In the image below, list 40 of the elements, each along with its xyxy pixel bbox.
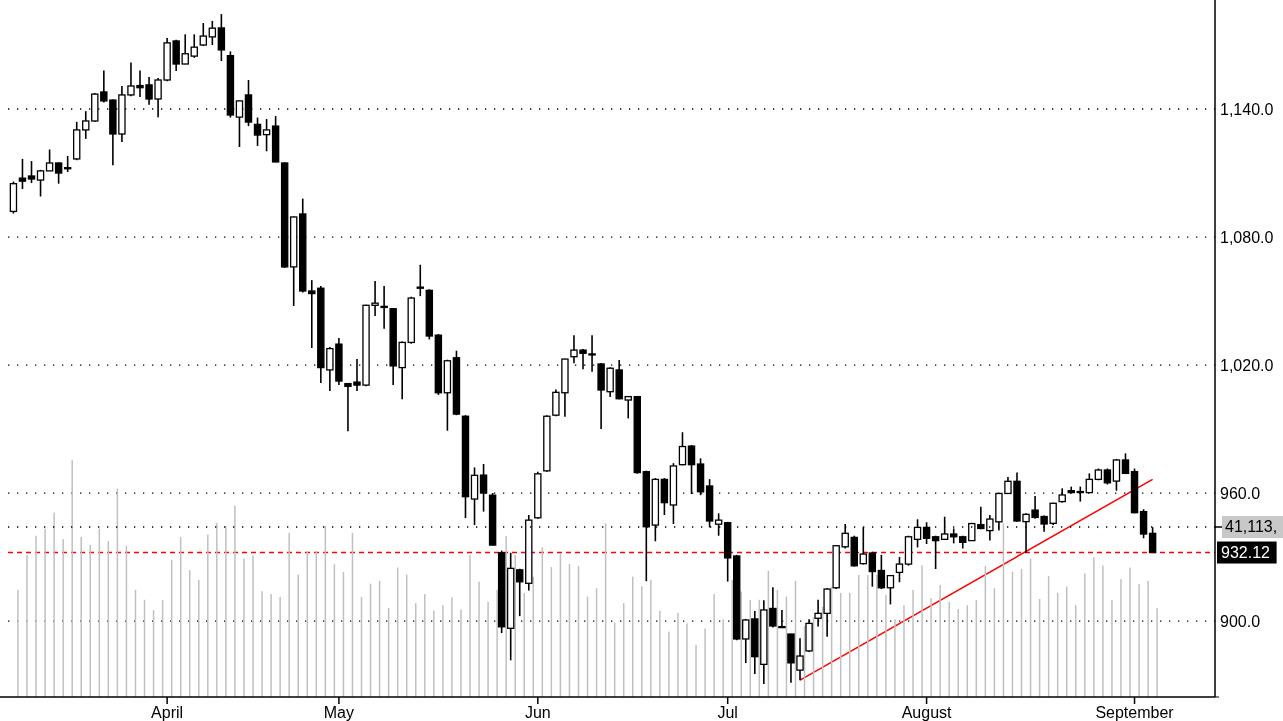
y-tick-label: 900.0 bbox=[1220, 612, 1261, 630]
candlestick bbox=[1112, 458, 1121, 492]
candlestick bbox=[931, 534, 940, 570]
candlestick bbox=[886, 574, 895, 606]
candlestick bbox=[253, 116, 262, 147]
candlestick bbox=[479, 463, 488, 513]
candlestick bbox=[742, 618, 750, 664]
y-tick-label: 1,020.0 bbox=[1220, 356, 1274, 374]
candlestick bbox=[895, 556, 904, 584]
candlestick bbox=[516, 567, 524, 617]
candlestick bbox=[678, 431, 687, 467]
x-tick-label: May bbox=[323, 703, 355, 721]
x-tick-label: September bbox=[1095, 703, 1175, 721]
candlestick bbox=[208, 20, 217, 46]
candlestick bbox=[27, 160, 36, 184]
x-tick-label: August bbox=[901, 703, 953, 721]
y-tick-label: 1,140.0 bbox=[1220, 100, 1274, 118]
x-tick-label: Jul bbox=[717, 703, 738, 721]
candlestick bbox=[190, 33, 198, 59]
candlestick bbox=[18, 158, 27, 190]
candlestick bbox=[1076, 485, 1085, 503]
candlestick bbox=[470, 466, 479, 526]
candlestick bbox=[82, 110, 90, 140]
candlestick bbox=[877, 554, 886, 590]
y-tick-label: 960.0 bbox=[1220, 484, 1261, 502]
candlestick bbox=[235, 99, 244, 148]
candlestick bbox=[1121, 452, 1130, 475]
candlestick bbox=[54, 161, 63, 185]
x-tick-label: Jun bbox=[524, 703, 551, 721]
candlestick bbox=[217, 13, 226, 62]
candlestick bbox=[36, 169, 45, 198]
ref-line-label: 932.12 bbox=[1221, 544, 1271, 562]
y-tick-label: 1,080.0 bbox=[1220, 228, 1274, 246]
candlestick bbox=[45, 148, 54, 172]
candlestick bbox=[660, 477, 669, 516]
y2-tick-label: 41,113, bbox=[1225, 518, 1278, 536]
candlestick bbox=[380, 285, 388, 330]
x-tick-label: April bbox=[151, 703, 184, 721]
candlestick bbox=[262, 118, 271, 153]
candlestick bbox=[868, 550, 877, 588]
